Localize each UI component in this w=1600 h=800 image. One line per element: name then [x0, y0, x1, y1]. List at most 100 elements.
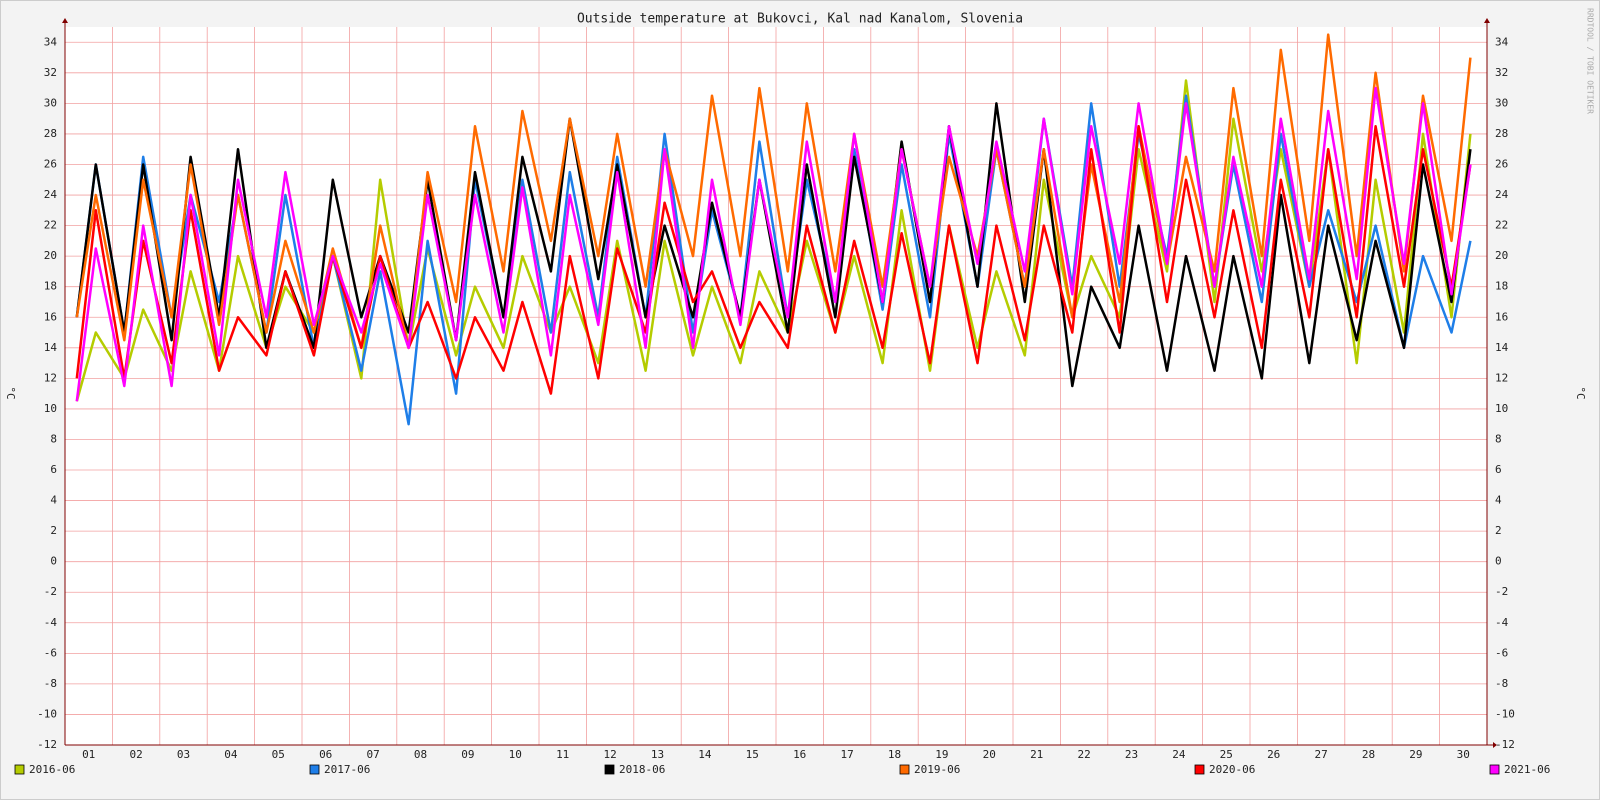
x-tick-label: 27	[1314, 748, 1327, 761]
y-tick-label-right: 28	[1495, 127, 1508, 140]
y-tick-label: 12	[44, 371, 57, 384]
x-tick-label: 30	[1457, 748, 1470, 761]
legend-label: 2021-06	[1504, 763, 1550, 776]
x-tick-label: 18	[888, 748, 901, 761]
x-tick-label: 14	[698, 748, 712, 761]
y-tick-label: 22	[44, 219, 57, 232]
y-tick-label: 10	[44, 402, 57, 415]
series-line	[75, 102, 1472, 388]
axis-arrow	[1484, 18, 1490, 23]
y-tick-label-right: 32	[1495, 66, 1508, 79]
y-tick-label-right: -6	[1495, 646, 1508, 659]
y-tick-label-right: 12	[1495, 371, 1508, 384]
legend-swatch	[604, 764, 615, 775]
y-tick-label-right: 6	[1495, 463, 1502, 476]
y-tick-label-right: -4	[1495, 616, 1509, 629]
x-tick-label: 22	[1077, 748, 1090, 761]
x-tick-label: 02	[129, 748, 142, 761]
y-tick-label-right: 26	[1495, 157, 1508, 170]
y-tick-label-right: -8	[1495, 677, 1508, 690]
y-tick-label-right: 8	[1495, 432, 1502, 445]
y-tick-label-right: 20	[1495, 249, 1508, 262]
x-tick-label: 29	[1409, 748, 1422, 761]
x-tick-label: 07	[366, 748, 379, 761]
series-line	[75, 94, 1472, 426]
x-tick-label: 11	[556, 748, 569, 761]
y-tick-label-right: 14	[1495, 341, 1509, 354]
y-axis-label-right: °C	[1574, 386, 1587, 399]
y-tick-label-right: 2	[1495, 524, 1502, 537]
y-tick-label-right: -10	[1495, 707, 1515, 720]
x-tick-label: 28	[1362, 748, 1375, 761]
x-tick-label: 13	[651, 748, 664, 761]
x-tick-label: 05	[272, 748, 285, 761]
x-tick-label: 23	[1125, 748, 1138, 761]
y-tick-label: 2	[50, 524, 57, 537]
y-tick-label-right: 18	[1495, 280, 1508, 293]
legend-label: 2018-06	[619, 763, 665, 776]
axis-arrow	[1493, 742, 1497, 748]
x-tick-label: 10	[509, 748, 522, 761]
series-line	[75, 86, 1472, 402]
x-tick-label: 01	[82, 748, 95, 761]
legend-label: 2020-06	[1209, 763, 1255, 776]
y-tick-label: 14	[44, 341, 58, 354]
legend-swatch	[899, 764, 910, 775]
x-tick-label: 16	[793, 748, 806, 761]
y-tick-label: 26	[44, 157, 57, 170]
y-tick-label: -10	[37, 707, 57, 720]
x-tick-label: 21	[1030, 748, 1043, 761]
y-tick-label: 6	[50, 463, 57, 476]
y-tick-label-right: 24	[1495, 188, 1509, 201]
x-tick-label: 03	[177, 748, 190, 761]
y-tick-label-right: 22	[1495, 219, 1508, 232]
x-tick-label: 06	[319, 748, 332, 761]
y-tick-label: 34	[44, 35, 58, 48]
watermark: RRDTOOL / TOBI OETIKER	[1586, 8, 1595, 114]
x-tick-label: 09	[461, 748, 474, 761]
y-tick-label: -12	[37, 738, 57, 751]
chart-title: Outside temperature at Bukovci, Kal nad …	[577, 12, 1023, 27]
legend-swatch	[1194, 764, 1205, 775]
y-tick-label: 0	[50, 555, 57, 568]
y-tick-label: 4	[50, 494, 57, 507]
y-tick-label: 20	[44, 249, 57, 262]
legend-swatch	[14, 764, 25, 775]
y-tick-label: 32	[44, 66, 57, 79]
y-tick-label: -2	[44, 585, 57, 598]
y-tick-label-right: 34	[1495, 35, 1509, 48]
y-tick-label: 28	[44, 127, 57, 140]
y-tick-label: -6	[44, 646, 57, 659]
legend-label: 2017-06	[324, 763, 370, 776]
y-tick-label: -8	[44, 677, 57, 690]
x-tick-label: 19	[935, 748, 948, 761]
x-tick-label: 25	[1220, 748, 1233, 761]
x-tick-label: 12	[603, 748, 616, 761]
y-tick-label-right: -2	[1495, 585, 1508, 598]
y-tick-label-right: 30	[1495, 96, 1508, 109]
x-tick-label: 26	[1267, 748, 1280, 761]
axis-arrow	[62, 18, 68, 23]
series-line	[75, 33, 1472, 350]
y-tick-label: 18	[44, 280, 57, 293]
y-tick-label-right: 10	[1495, 402, 1508, 415]
legend-swatch	[1489, 764, 1500, 775]
y-tick-label: 8	[50, 432, 57, 445]
y-tick-label-right: 0	[1495, 555, 1502, 568]
y-tick-label: -4	[44, 616, 58, 629]
y-axis-label: °C	[4, 386, 17, 399]
y-tick-label: 16	[44, 310, 57, 323]
legend-swatch	[309, 764, 320, 775]
y-tick-label: 24	[44, 188, 58, 201]
x-tick-label: 15	[746, 748, 759, 761]
y-tick-label: 30	[44, 96, 57, 109]
y-tick-label-right: 4	[1495, 494, 1502, 507]
series-line	[75, 125, 1472, 395]
y-tick-label-right: -12	[1495, 738, 1515, 751]
x-tick-label: 24	[1172, 748, 1186, 761]
x-tick-label: 20	[983, 748, 996, 761]
legend-label: 2016-06	[29, 763, 75, 776]
y-tick-label-right: 16	[1495, 310, 1508, 323]
